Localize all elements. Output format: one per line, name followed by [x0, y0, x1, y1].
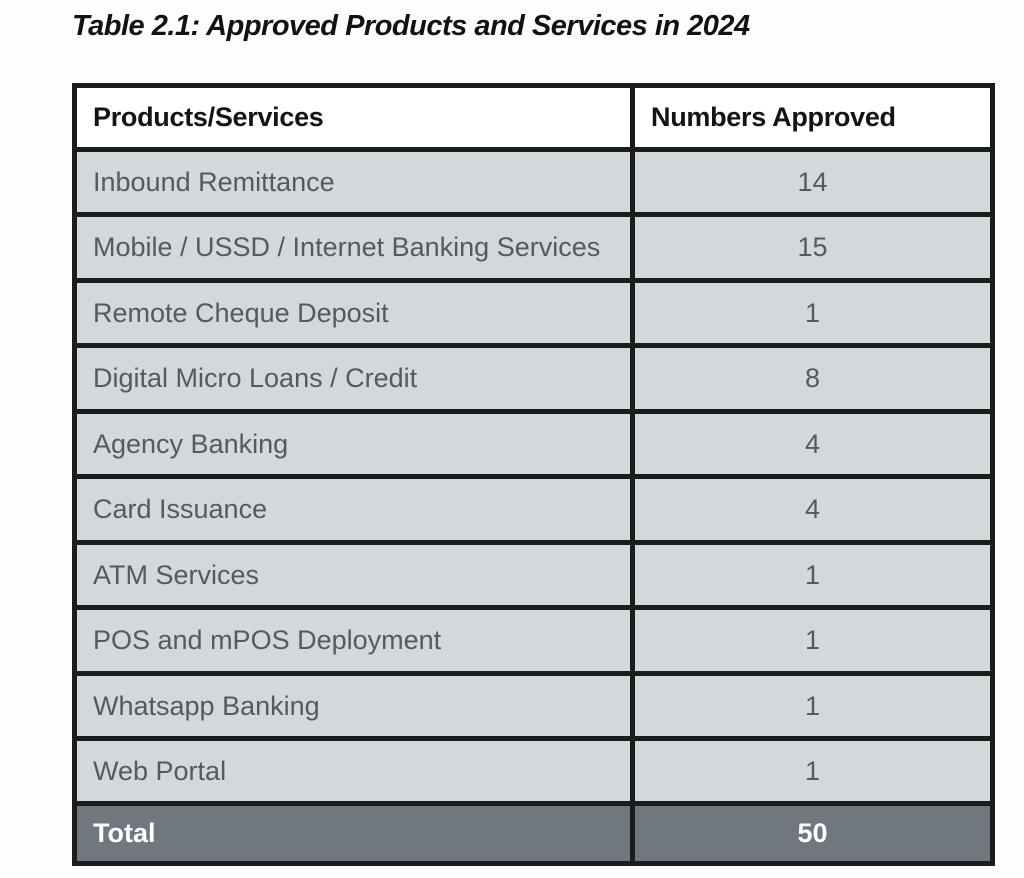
table-row: Card Issuance 4 — [72, 474, 995, 545]
product-cell: Whatsapp Banking — [72, 670, 635, 741]
table-row: ATM Services 1 — [72, 539, 995, 611]
product-cell: Inbound Remittance — [72, 146, 635, 218]
table-row: Mobile / USSD / Internet Banking Service… — [72, 212, 995, 283]
table-row: POS and mPOS Deployment 1 — [72, 605, 995, 676]
approved-count-cell: 14 — [630, 146, 995, 218]
table-row: Whatsapp Banking 1 — [72, 670, 995, 741]
product-cell: Remote Cheque Deposit — [72, 277, 635, 349]
product-cell: ATM Services — [72, 539, 635, 611]
total-label: Total — [72, 801, 635, 867]
column-header-products-services: Products/Services — [72, 83, 635, 152]
total-value: 50 — [630, 801, 995, 867]
product-cell: Digital Micro Loans / Credit — [72, 343, 635, 414]
product-cell: Mobile / USSD / Internet Banking Service… — [72, 212, 635, 283]
header-row: Products/Services Numbers Approved — [72, 83, 995, 152]
approved-count-cell: 1 — [630, 539, 995, 611]
table-footer: Total 50 — [72, 801, 995, 867]
approved-count-cell: 8 — [630, 343, 995, 414]
approved-count-cell: 1 — [630, 605, 995, 676]
table-header: Products/Services Numbers Approved — [72, 83, 995, 152]
table-row: Remote Cheque Deposit 1 — [72, 277, 995, 349]
approved-count-cell: 15 — [630, 212, 995, 283]
product-cell: POS and mPOS Deployment — [72, 605, 635, 676]
product-cell: Web Portal — [72, 735, 635, 807]
approved-count-cell: 1 — [630, 277, 995, 349]
approved-count-cell: 1 — [630, 670, 995, 741]
total-row: Total 50 — [72, 801, 995, 867]
column-header-numbers-approved: Numbers Approved — [630, 83, 995, 152]
table-caption: Table 2.1: Approved Products and Service… — [72, 10, 750, 42]
approved-count-cell: 4 — [630, 408, 995, 480]
table-row: Inbound Remittance 14 — [72, 146, 995, 218]
approved-count-cell: 1 — [630, 735, 995, 807]
table-row: Digital Micro Loans / Credit 8 — [72, 343, 995, 414]
table-row: Web Portal 1 — [72, 735, 995, 807]
table-body: Inbound Remittance 14 Mobile / USSD / In… — [72, 146, 995, 807]
approved-count-cell: 4 — [630, 474, 995, 545]
product-cell: Card Issuance — [72, 474, 635, 545]
product-cell: Agency Banking — [72, 408, 635, 480]
approved-products-table: Products/Services Numbers Approved Inbou… — [72, 83, 995, 867]
table-row: Agency Banking 4 — [72, 408, 995, 480]
